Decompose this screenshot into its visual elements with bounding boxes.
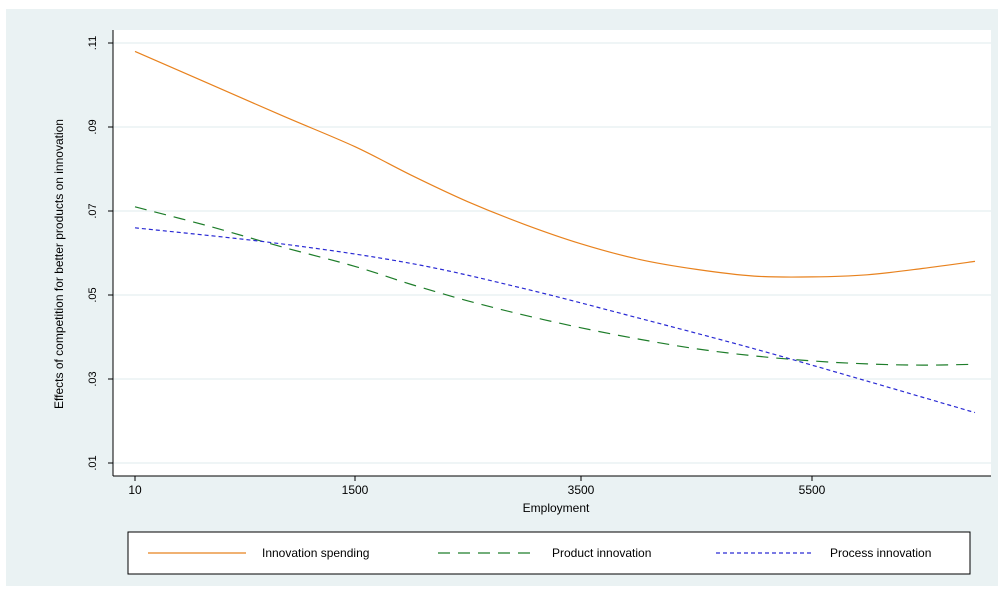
legend-entries: Innovation spending Product innovation Pro… [148, 546, 931, 560]
y-tick-label: .05 [87, 287, 99, 302]
y-tick-label: .01 [87, 455, 99, 470]
x-tick-label: 10 [128, 483, 142, 497]
series-lines [134, 50, 976, 414]
legend-box [127, 531, 971, 575]
legend-label-innovation-spending: Innovation spending [262, 546, 369, 560]
x-axis-title: Employment [523, 501, 590, 515]
series-line-process-innovation [134, 227, 976, 414]
plot-area [113, 30, 991, 476]
legend-label-product-innovation: Product innovation [552, 546, 651, 560]
x-tick-label: 1500 [342, 483, 369, 497]
y-tick-label: .07 [87, 203, 99, 218]
x-tick-label: 3500 [568, 483, 595, 497]
y-tick-label: .11 [87, 36, 99, 50]
y-tick-label: .09 [87, 119, 99, 134]
x-tick-label: 5500 [799, 483, 826, 497]
series-line-product-innovation [134, 206, 976, 366]
axes: .01 .03 .05 .07 .09 .11 10 1500 3500 5500 [87, 30, 991, 497]
y-tick-label: .03 [87, 371, 99, 386]
legend-label-process-innovation: Process innovation [830, 546, 931, 560]
series-line-innovation-spending [134, 50, 976, 278]
y-axis-title: Effects of competition for better produc… [52, 119, 66, 409]
legend: Innovation spending Product innovation Pro… [127, 531, 971, 575]
